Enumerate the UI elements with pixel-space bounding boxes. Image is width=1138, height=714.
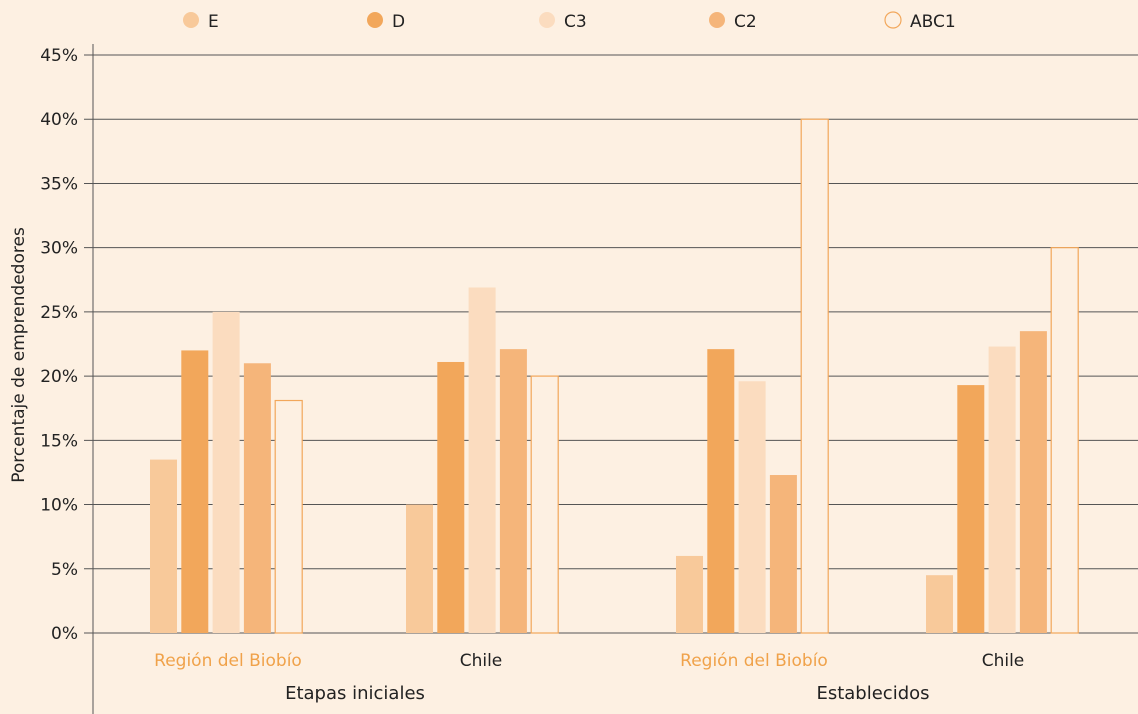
- legend-marker-c3: [539, 12, 555, 28]
- y-axis-ticks: 0% 5% 10% 15% 20% 25% 30% 35% 40% 45%: [40, 46, 78, 644]
- bar-c2: [769, 475, 797, 633]
- bar-e: [406, 504, 433, 633]
- legend: E D C3 C2 ABC1: [183, 11, 956, 32]
- y-tick-label: 20%: [40, 367, 78, 387]
- bar-abc1: [530, 375, 559, 634]
- legend-marker-c2: [709, 12, 725, 28]
- bar-d: [181, 350, 209, 633]
- x-group-label: Etapas iniciales: [285, 683, 425, 704]
- bar-d: [957, 385, 985, 633]
- y-tick-label: 10%: [40, 496, 78, 516]
- x-axis: Región del Biobío Chile Región del Biobío C…: [154, 651, 1024, 704]
- legend-marker-e: [183, 12, 199, 28]
- x-category-label: Chile: [982, 651, 1025, 671]
- bar-c2: [499, 349, 527, 633]
- legend-label-e: E: [208, 12, 219, 32]
- legend-label-abc1: ABC1: [910, 12, 956, 32]
- bar-e: [676, 555, 703, 633]
- legend-label-c3: C3: [564, 12, 587, 32]
- bar-e: [150, 459, 177, 633]
- bar-c3: [212, 311, 240, 633]
- bar-c3: [738, 381, 766, 633]
- bar-c2: [1019, 331, 1047, 633]
- y-tick-label: 0%: [51, 624, 78, 644]
- legend-marker-d: [367, 12, 383, 28]
- bar-d: [437, 361, 465, 633]
- bar-c3: [468, 287, 496, 633]
- bar-d: [707, 349, 735, 633]
- y-axis-label: Porcentaje de emprendedores: [9, 227, 29, 483]
- bar-c3: [988, 346, 1016, 633]
- x-category-label: Región del Biobío: [680, 651, 828, 671]
- bar-abc1: [1050, 247, 1079, 634]
- x-category-label: Chile: [460, 651, 503, 671]
- y-tick-label: 15%: [40, 431, 78, 451]
- y-tick-label: 25%: [40, 303, 78, 323]
- bars: [150, 118, 1079, 634]
- x-category-label: Región del Biobío: [154, 651, 302, 671]
- y-tick-label: 35%: [40, 174, 78, 194]
- legend-marker-abc1: [884, 11, 902, 29]
- x-group-label: Establecidos: [816, 683, 929, 704]
- bar-abc1: [800, 118, 829, 634]
- y-tick-label: 45%: [40, 46, 78, 66]
- y-tick-label: 5%: [51, 560, 78, 580]
- bar-c2: [243, 363, 271, 633]
- legend-label-c2: C2: [734, 12, 757, 32]
- legend-label-d: D: [392, 12, 405, 32]
- y-tick-label: 40%: [40, 110, 78, 130]
- bar-abc1: [274, 399, 303, 634]
- bar-e: [926, 575, 953, 633]
- y-tick-label: 30%: [40, 239, 78, 259]
